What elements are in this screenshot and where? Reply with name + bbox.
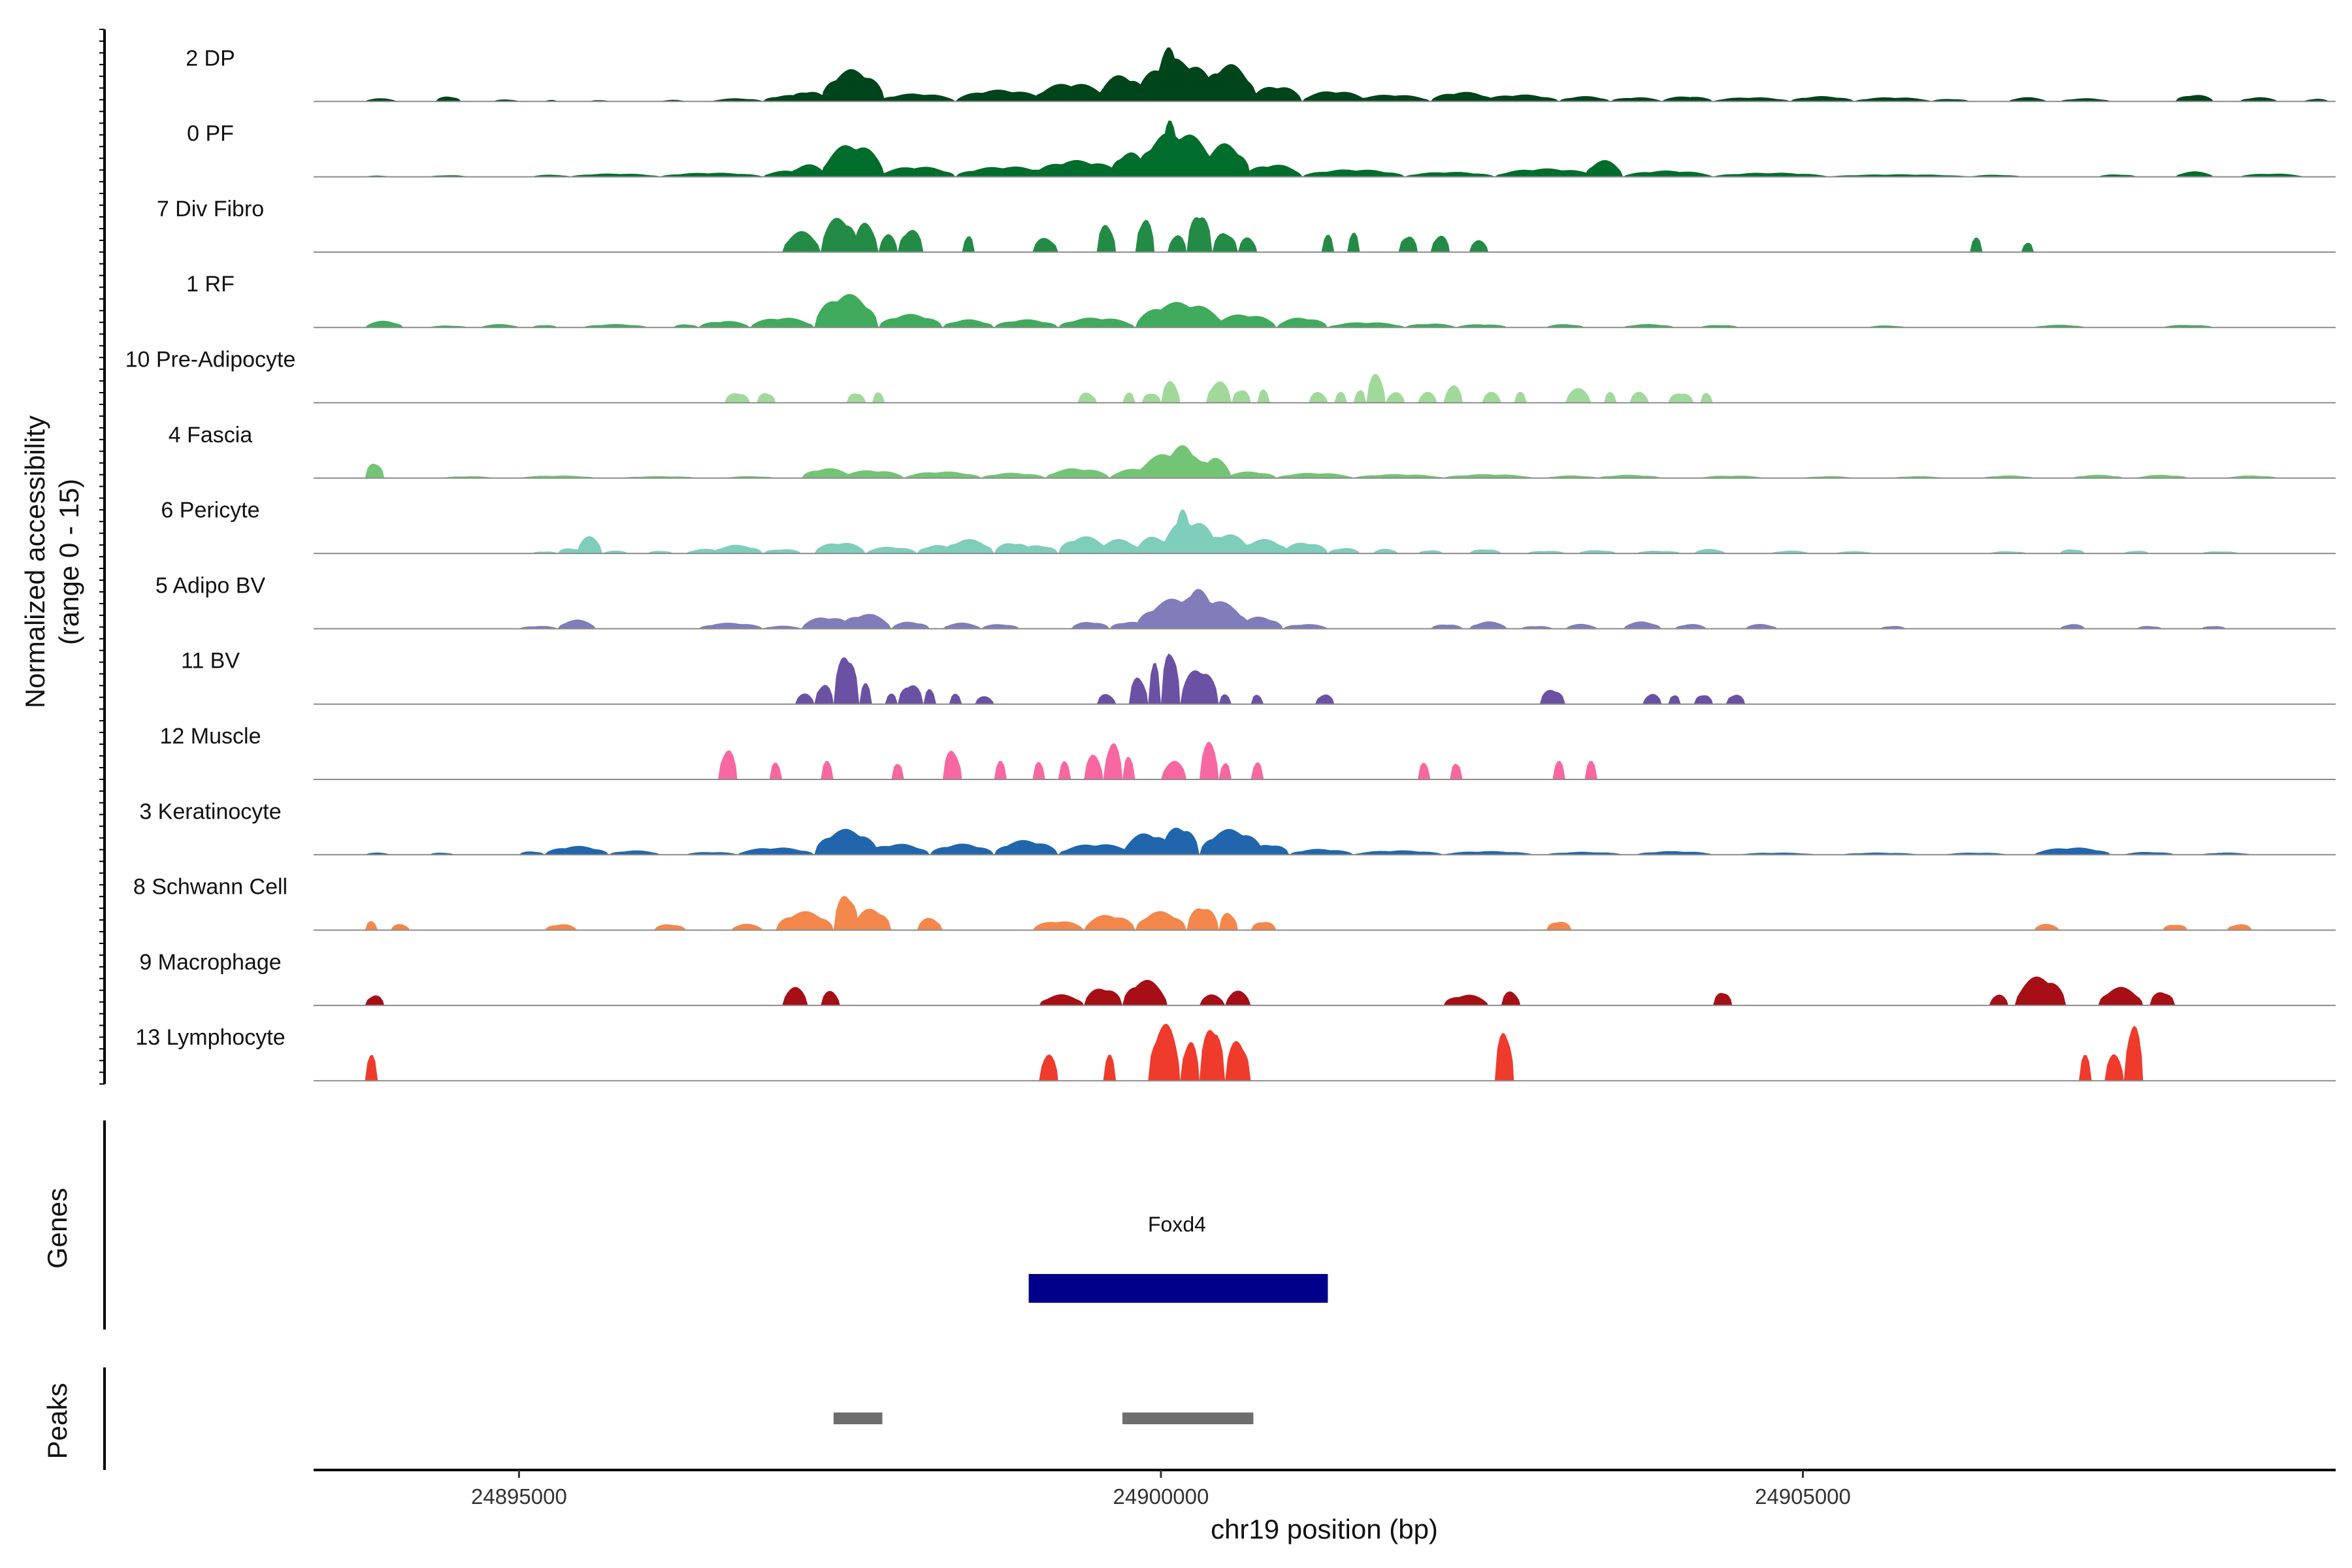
track-coverage — [365, 120, 2304, 177]
track-label: 6 Pericyte — [161, 498, 259, 523]
track-5: 10 Pre-Adipocyte — [125, 348, 2336, 404]
track-9: 11 BV — [181, 649, 2336, 705]
track-coverage — [365, 1023, 2144, 1081]
track-label: 9 Macrophage — [139, 950, 281, 975]
y-axis — [99, 29, 106, 1085]
peak-region — [1122, 1413, 1254, 1424]
track-14: 13 Lymphocyte — [135, 1023, 2336, 1082]
y-axis-title: Normalized accessibility — [20, 416, 50, 708]
track-label: 13 Lymphocyte — [135, 1025, 285, 1050]
x-axis-title: chr19 position (bp) — [1211, 1514, 1438, 1544]
track-label: 1 RF — [186, 272, 235, 297]
peaks-panel — [103, 1367, 1254, 1470]
gene-body — [1028, 1274, 1328, 1303]
track-label: 5 Adipo BV — [155, 573, 266, 598]
tracks: 2 DP 0 PF 7 Div Fibro 1 RF 10 Pre-Adipocyte 4… — [125, 46, 2336, 1082]
track-coverage — [365, 47, 2330, 102]
track-12: 8 Schwann Cell — [133, 875, 2336, 931]
track-coverage — [519, 589, 2227, 629]
track-6: 4 Fascia — [169, 423, 2336, 479]
gene-label: Foxd4 — [1148, 1213, 1206, 1236]
x-tick-label: 24905000 — [1755, 1484, 1851, 1509]
track-3: 7 Div Fibro — [157, 197, 2336, 253]
track-coverage — [724, 374, 1713, 403]
track-11: 3 Keratinocyte — [139, 799, 2336, 856]
track-label: 8 Schwann Cell — [133, 875, 287, 900]
track-label: 2 DP — [186, 46, 235, 71]
track-label: 11 BV — [181, 649, 240, 674]
track-10: 12 Muscle — [160, 724, 2336, 780]
track-1: 2 DP — [186, 46, 2336, 103]
track-coverage — [365, 896, 2253, 930]
track-coverage — [365, 827, 2253, 855]
genes-panel: Foxd4 — [103, 1120, 1328, 1330]
track-label: 4 Fascia — [169, 423, 253, 448]
track-8: 5 Adipo BV — [155, 573, 2336, 630]
x-tick-label: 24895000 — [471, 1484, 567, 1509]
x-tick-label: 24900000 — [1113, 1484, 1209, 1509]
track-label: 12 Muscle — [160, 724, 261, 749]
track-label: 7 Div Fibro — [157, 197, 264, 221]
track-7: 6 Pericyte — [161, 498, 2336, 555]
peak-region — [833, 1413, 883, 1424]
track-coverage — [794, 653, 1746, 704]
peaks-panel-title: Peaks — [42, 1383, 73, 1460]
track-coverage — [532, 509, 2240, 554]
track-coverage — [365, 294, 2214, 328]
track-coverage — [365, 445, 2278, 478]
track-label: 0 PF — [187, 122, 234, 146]
track-label: 10 Pre-Adipocyte — [125, 348, 296, 372]
track-coverage — [718, 742, 1598, 779]
track-coverage — [782, 217, 2034, 252]
track-13: 9 Macrophage — [139, 950, 2336, 1006]
x-axis: 24895000 24900000 24905000 — [314, 1469, 2336, 1509]
y-axis-range: (range 0 - 15) — [54, 479, 84, 645]
track-coverage — [365, 976, 2176, 1005]
track-4: 1 RF — [186, 272, 2336, 329]
track-2: 0 PF — [187, 120, 2336, 178]
track-label: 3 Keratinocyte — [139, 799, 281, 824]
genes-panel-title: Genes — [42, 1188, 73, 1269]
